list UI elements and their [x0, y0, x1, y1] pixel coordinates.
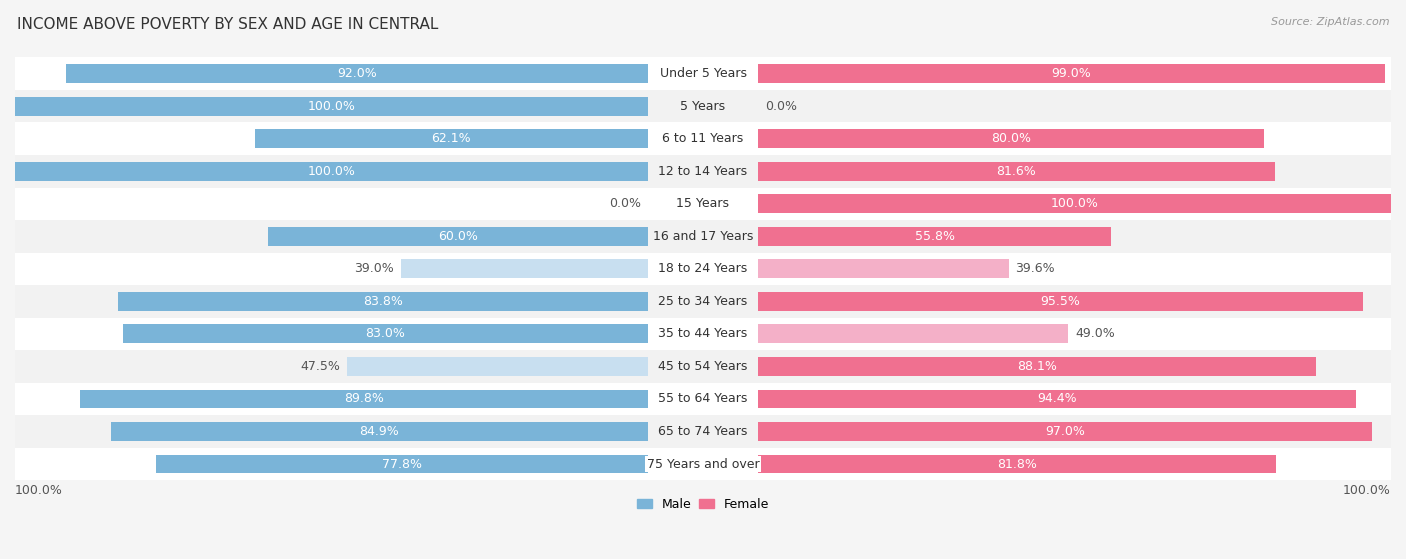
Bar — [15, 383, 1391, 415]
Text: 88.1%: 88.1% — [1017, 360, 1057, 373]
Bar — [758, 162, 1274, 181]
Bar — [15, 448, 1391, 480]
Text: 100.0%: 100.0% — [1050, 197, 1098, 210]
Text: 95.5%: 95.5% — [1040, 295, 1080, 308]
Text: 60.0%: 60.0% — [439, 230, 478, 243]
Text: 16 and 17 Years: 16 and 17 Years — [652, 230, 754, 243]
Bar — [269, 227, 648, 246]
Text: Under 5 Years: Under 5 Years — [659, 67, 747, 80]
Text: 100.0%: 100.0% — [15, 484, 63, 496]
Bar — [401, 259, 648, 278]
Text: 35 to 44 Years: 35 to 44 Years — [658, 328, 748, 340]
Text: 100.0%: 100.0% — [308, 165, 356, 178]
Bar — [758, 64, 1385, 83]
Text: 81.8%: 81.8% — [997, 458, 1036, 471]
Bar — [15, 90, 1391, 122]
Bar — [15, 162, 648, 181]
Text: 49.0%: 49.0% — [1076, 328, 1115, 340]
Text: 0.0%: 0.0% — [765, 100, 797, 113]
Text: 83.0%: 83.0% — [366, 328, 405, 340]
Text: 77.8%: 77.8% — [382, 458, 422, 471]
Bar — [80, 390, 648, 409]
Text: 39.0%: 39.0% — [354, 262, 394, 276]
Bar — [15, 155, 1391, 187]
Bar — [15, 318, 1391, 350]
Bar — [758, 357, 1316, 376]
Bar — [15, 97, 648, 116]
Text: 47.5%: 47.5% — [301, 360, 340, 373]
Text: 75 Years and over: 75 Years and over — [647, 458, 759, 471]
Text: 97.0%: 97.0% — [1045, 425, 1085, 438]
Bar — [758, 390, 1355, 409]
Bar — [758, 292, 1362, 311]
Text: 18 to 24 Years: 18 to 24 Years — [658, 262, 748, 276]
Text: 45 to 54 Years: 45 to 54 Years — [658, 360, 748, 373]
Text: 84.9%: 84.9% — [360, 425, 399, 438]
Text: 100.0%: 100.0% — [1343, 484, 1391, 496]
Text: 39.6%: 39.6% — [1015, 262, 1054, 276]
Bar — [15, 415, 1391, 448]
Text: 6 to 11 Years: 6 to 11 Years — [662, 132, 744, 145]
Text: INCOME ABOVE POVERTY BY SEX AND AGE IN CENTRAL: INCOME ABOVE POVERTY BY SEX AND AGE IN C… — [17, 17, 439, 32]
Text: 55 to 64 Years: 55 to 64 Years — [658, 392, 748, 405]
Text: 0.0%: 0.0% — [609, 197, 641, 210]
Text: 55.8%: 55.8% — [915, 230, 955, 243]
Bar — [122, 324, 648, 343]
Text: 100.0%: 100.0% — [308, 100, 356, 113]
Bar — [758, 422, 1372, 441]
Text: 5 Years: 5 Years — [681, 100, 725, 113]
Text: 83.8%: 83.8% — [363, 295, 402, 308]
Text: 80.0%: 80.0% — [991, 132, 1031, 145]
Bar — [15, 220, 1391, 253]
Text: 15 Years: 15 Years — [676, 197, 730, 210]
Text: 12 to 14 Years: 12 to 14 Years — [658, 165, 748, 178]
Text: 62.1%: 62.1% — [432, 132, 471, 145]
Bar — [15, 58, 1391, 90]
Bar — [758, 454, 1275, 473]
Bar — [15, 122, 1391, 155]
Bar — [15, 253, 1391, 285]
Bar — [111, 422, 648, 441]
Text: 65 to 74 Years: 65 to 74 Years — [658, 425, 748, 438]
Bar — [758, 227, 1111, 246]
Bar — [15, 350, 1391, 383]
Text: 81.6%: 81.6% — [997, 165, 1036, 178]
Text: 89.8%: 89.8% — [344, 392, 384, 405]
Bar — [254, 129, 648, 148]
Text: 99.0%: 99.0% — [1052, 67, 1091, 80]
Bar — [758, 259, 1008, 278]
Bar — [347, 357, 648, 376]
Text: Source: ZipAtlas.com: Source: ZipAtlas.com — [1271, 17, 1389, 27]
Bar — [15, 285, 1391, 318]
Text: 25 to 34 Years: 25 to 34 Years — [658, 295, 748, 308]
Text: 92.0%: 92.0% — [337, 67, 377, 80]
Bar — [758, 195, 1391, 213]
Bar — [66, 64, 648, 83]
Bar — [156, 454, 648, 473]
Bar — [15, 187, 1391, 220]
Bar — [758, 324, 1069, 343]
Legend: Male, Female: Male, Female — [631, 493, 775, 516]
Bar — [758, 129, 1264, 148]
Bar — [118, 292, 648, 311]
Text: 94.4%: 94.4% — [1038, 392, 1077, 405]
